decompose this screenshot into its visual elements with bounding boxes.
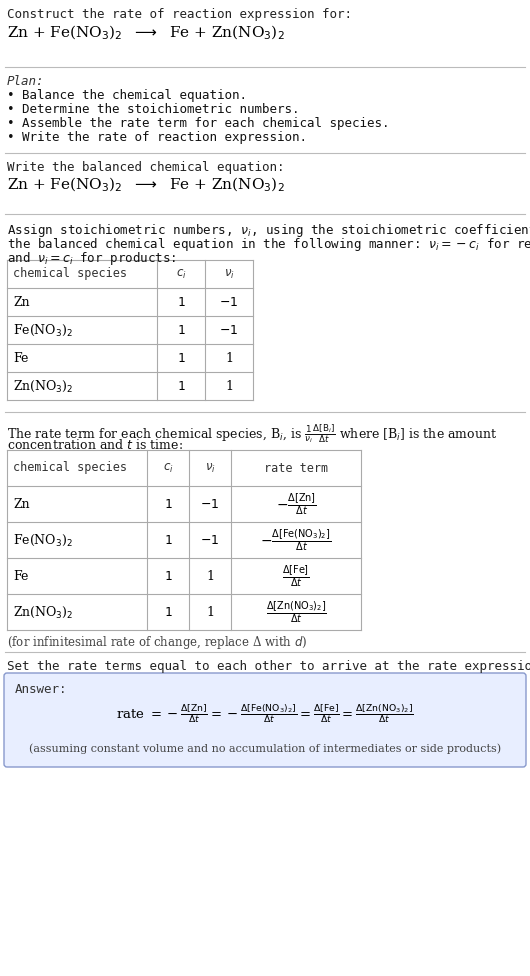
Text: concentration and $t$ is time:: concentration and $t$ is time: — [7, 438, 183, 452]
Text: Set the rate terms equal to each other to arrive at the rate expression:: Set the rate terms equal to each other t… — [7, 660, 530, 673]
Text: Fe(NO$_3$)$_2$: Fe(NO$_3$)$_2$ — [13, 322, 73, 338]
Text: rate $= -\frac{\Delta[\mathrm{Zn}]}{\Delta t} = -\frac{\Delta[\mathrm{Fe(NO_3)_2: rate $= -\frac{\Delta[\mathrm{Zn}]}{\Del… — [116, 703, 414, 725]
Text: • Write the rate of reaction expression.: • Write the rate of reaction expression. — [7, 131, 307, 144]
Text: The rate term for each chemical species, B$_i$, is $\frac{1}{\nu_i}\frac{\Delta[: The rate term for each chemical species,… — [7, 422, 497, 445]
Text: Plan:: Plan: — [7, 75, 45, 88]
Text: 1: 1 — [177, 351, 185, 364]
Text: Zn + Fe(NO$_3$)$_2$  $\longrightarrow$  Fe + Zn(NO$_3$)$_2$: Zn + Fe(NO$_3$)$_2$ $\longrightarrow$ Fe… — [7, 24, 285, 42]
Text: $-\frac{\Delta[\mathrm{Zn}]}{\Delta t}$: $-\frac{\Delta[\mathrm{Zn}]}{\Delta t}$ — [276, 491, 316, 517]
Text: 1: 1 — [164, 605, 172, 619]
Text: chemical species: chemical species — [13, 267, 127, 280]
Text: $c_i$: $c_i$ — [163, 462, 173, 474]
Text: $-1$: $-1$ — [200, 498, 219, 510]
Text: $-\frac{\Delta[\mathrm{Fe(NO_3)_2}]}{\Delta t}$: $-\frac{\Delta[\mathrm{Fe(NO_3)_2}]}{\De… — [260, 527, 332, 552]
Text: Fe(NO$_3$)$_2$: Fe(NO$_3$)$_2$ — [13, 532, 73, 548]
Text: 1: 1 — [206, 570, 214, 583]
Text: 1: 1 — [225, 380, 233, 392]
Text: 1: 1 — [164, 498, 172, 510]
Text: rate term: rate term — [264, 462, 328, 474]
Text: $\nu_i$: $\nu_i$ — [224, 267, 234, 280]
Text: Construct the rate of reaction expression for:: Construct the rate of reaction expressio… — [7, 8, 352, 21]
Text: Fe: Fe — [13, 570, 29, 583]
Text: $\frac{\Delta[\mathrm{Fe}]}{\Delta t}$: $\frac{\Delta[\mathrm{Fe}]}{\Delta t}$ — [282, 563, 310, 589]
Text: 1: 1 — [206, 605, 214, 619]
Text: chemical species: chemical species — [13, 462, 127, 474]
Text: 1: 1 — [177, 296, 185, 308]
Text: Zn: Zn — [13, 296, 30, 308]
Text: 1: 1 — [177, 380, 185, 392]
Text: Answer:: Answer: — [15, 683, 67, 696]
Text: (for infinitesimal rate of change, replace Δ with $d$): (for infinitesimal rate of change, repla… — [7, 634, 307, 651]
Text: $\nu_i$: $\nu_i$ — [205, 462, 215, 474]
Text: (assuming constant volume and no accumulation of intermediates or side products): (assuming constant volume and no accumul… — [29, 744, 501, 754]
Text: 1: 1 — [164, 534, 172, 547]
Text: Zn(NO$_3$)$_2$: Zn(NO$_3$)$_2$ — [13, 604, 74, 620]
Text: 1: 1 — [164, 570, 172, 583]
Text: Zn(NO$_3$)$_2$: Zn(NO$_3$)$_2$ — [13, 379, 74, 393]
Text: $-1$: $-1$ — [219, 296, 238, 308]
Text: $c_i$: $c_i$ — [175, 267, 187, 280]
Text: $-1$: $-1$ — [200, 534, 219, 547]
Text: Fe: Fe — [13, 351, 29, 364]
Text: and $\nu_i = c_i$ for products:: and $\nu_i = c_i$ for products: — [7, 250, 176, 267]
Text: • Assemble the rate term for each chemical species.: • Assemble the rate term for each chemic… — [7, 117, 390, 130]
Text: Zn: Zn — [13, 498, 30, 510]
Text: Zn + Fe(NO$_3$)$_2$  $\longrightarrow$  Fe + Zn(NO$_3$)$_2$: Zn + Fe(NO$_3$)$_2$ $\longrightarrow$ Fe… — [7, 176, 285, 194]
Text: Assign stoichiometric numbers, $\nu_i$, using the stoichiometric coefficients, $: Assign stoichiometric numbers, $\nu_i$, … — [7, 222, 530, 239]
Text: 1: 1 — [177, 323, 185, 337]
Text: $\frac{\Delta[\mathrm{Zn(NO_3)_2}]}{\Delta t}$: $\frac{\Delta[\mathrm{Zn(NO_3)_2}]}{\Del… — [266, 599, 326, 625]
Text: Write the balanced chemical equation:: Write the balanced chemical equation: — [7, 161, 285, 174]
FancyBboxPatch shape — [4, 673, 526, 767]
Text: • Balance the chemical equation.: • Balance the chemical equation. — [7, 89, 247, 102]
Text: $-1$: $-1$ — [219, 323, 238, 337]
Text: the balanced chemical equation in the following manner: $\nu_i = -c_i$ for react: the balanced chemical equation in the fo… — [7, 236, 530, 253]
Text: 1: 1 — [225, 351, 233, 364]
Text: • Determine the stoichiometric numbers.: • Determine the stoichiometric numbers. — [7, 103, 299, 116]
